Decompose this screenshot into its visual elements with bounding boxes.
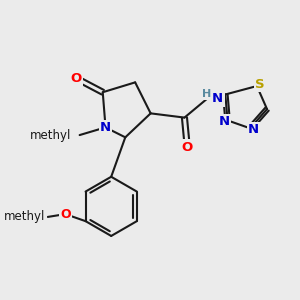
Text: N: N <box>212 92 223 105</box>
Text: methyl: methyl <box>30 129 72 142</box>
Text: N: N <box>248 123 259 136</box>
Text: S: S <box>255 78 265 91</box>
Text: N: N <box>219 115 230 128</box>
Text: O: O <box>60 208 70 220</box>
Text: O: O <box>182 141 193 154</box>
Text: methyl: methyl <box>4 210 46 224</box>
Text: H: H <box>202 88 211 99</box>
Text: O: O <box>70 72 82 85</box>
Text: N: N <box>100 121 111 134</box>
